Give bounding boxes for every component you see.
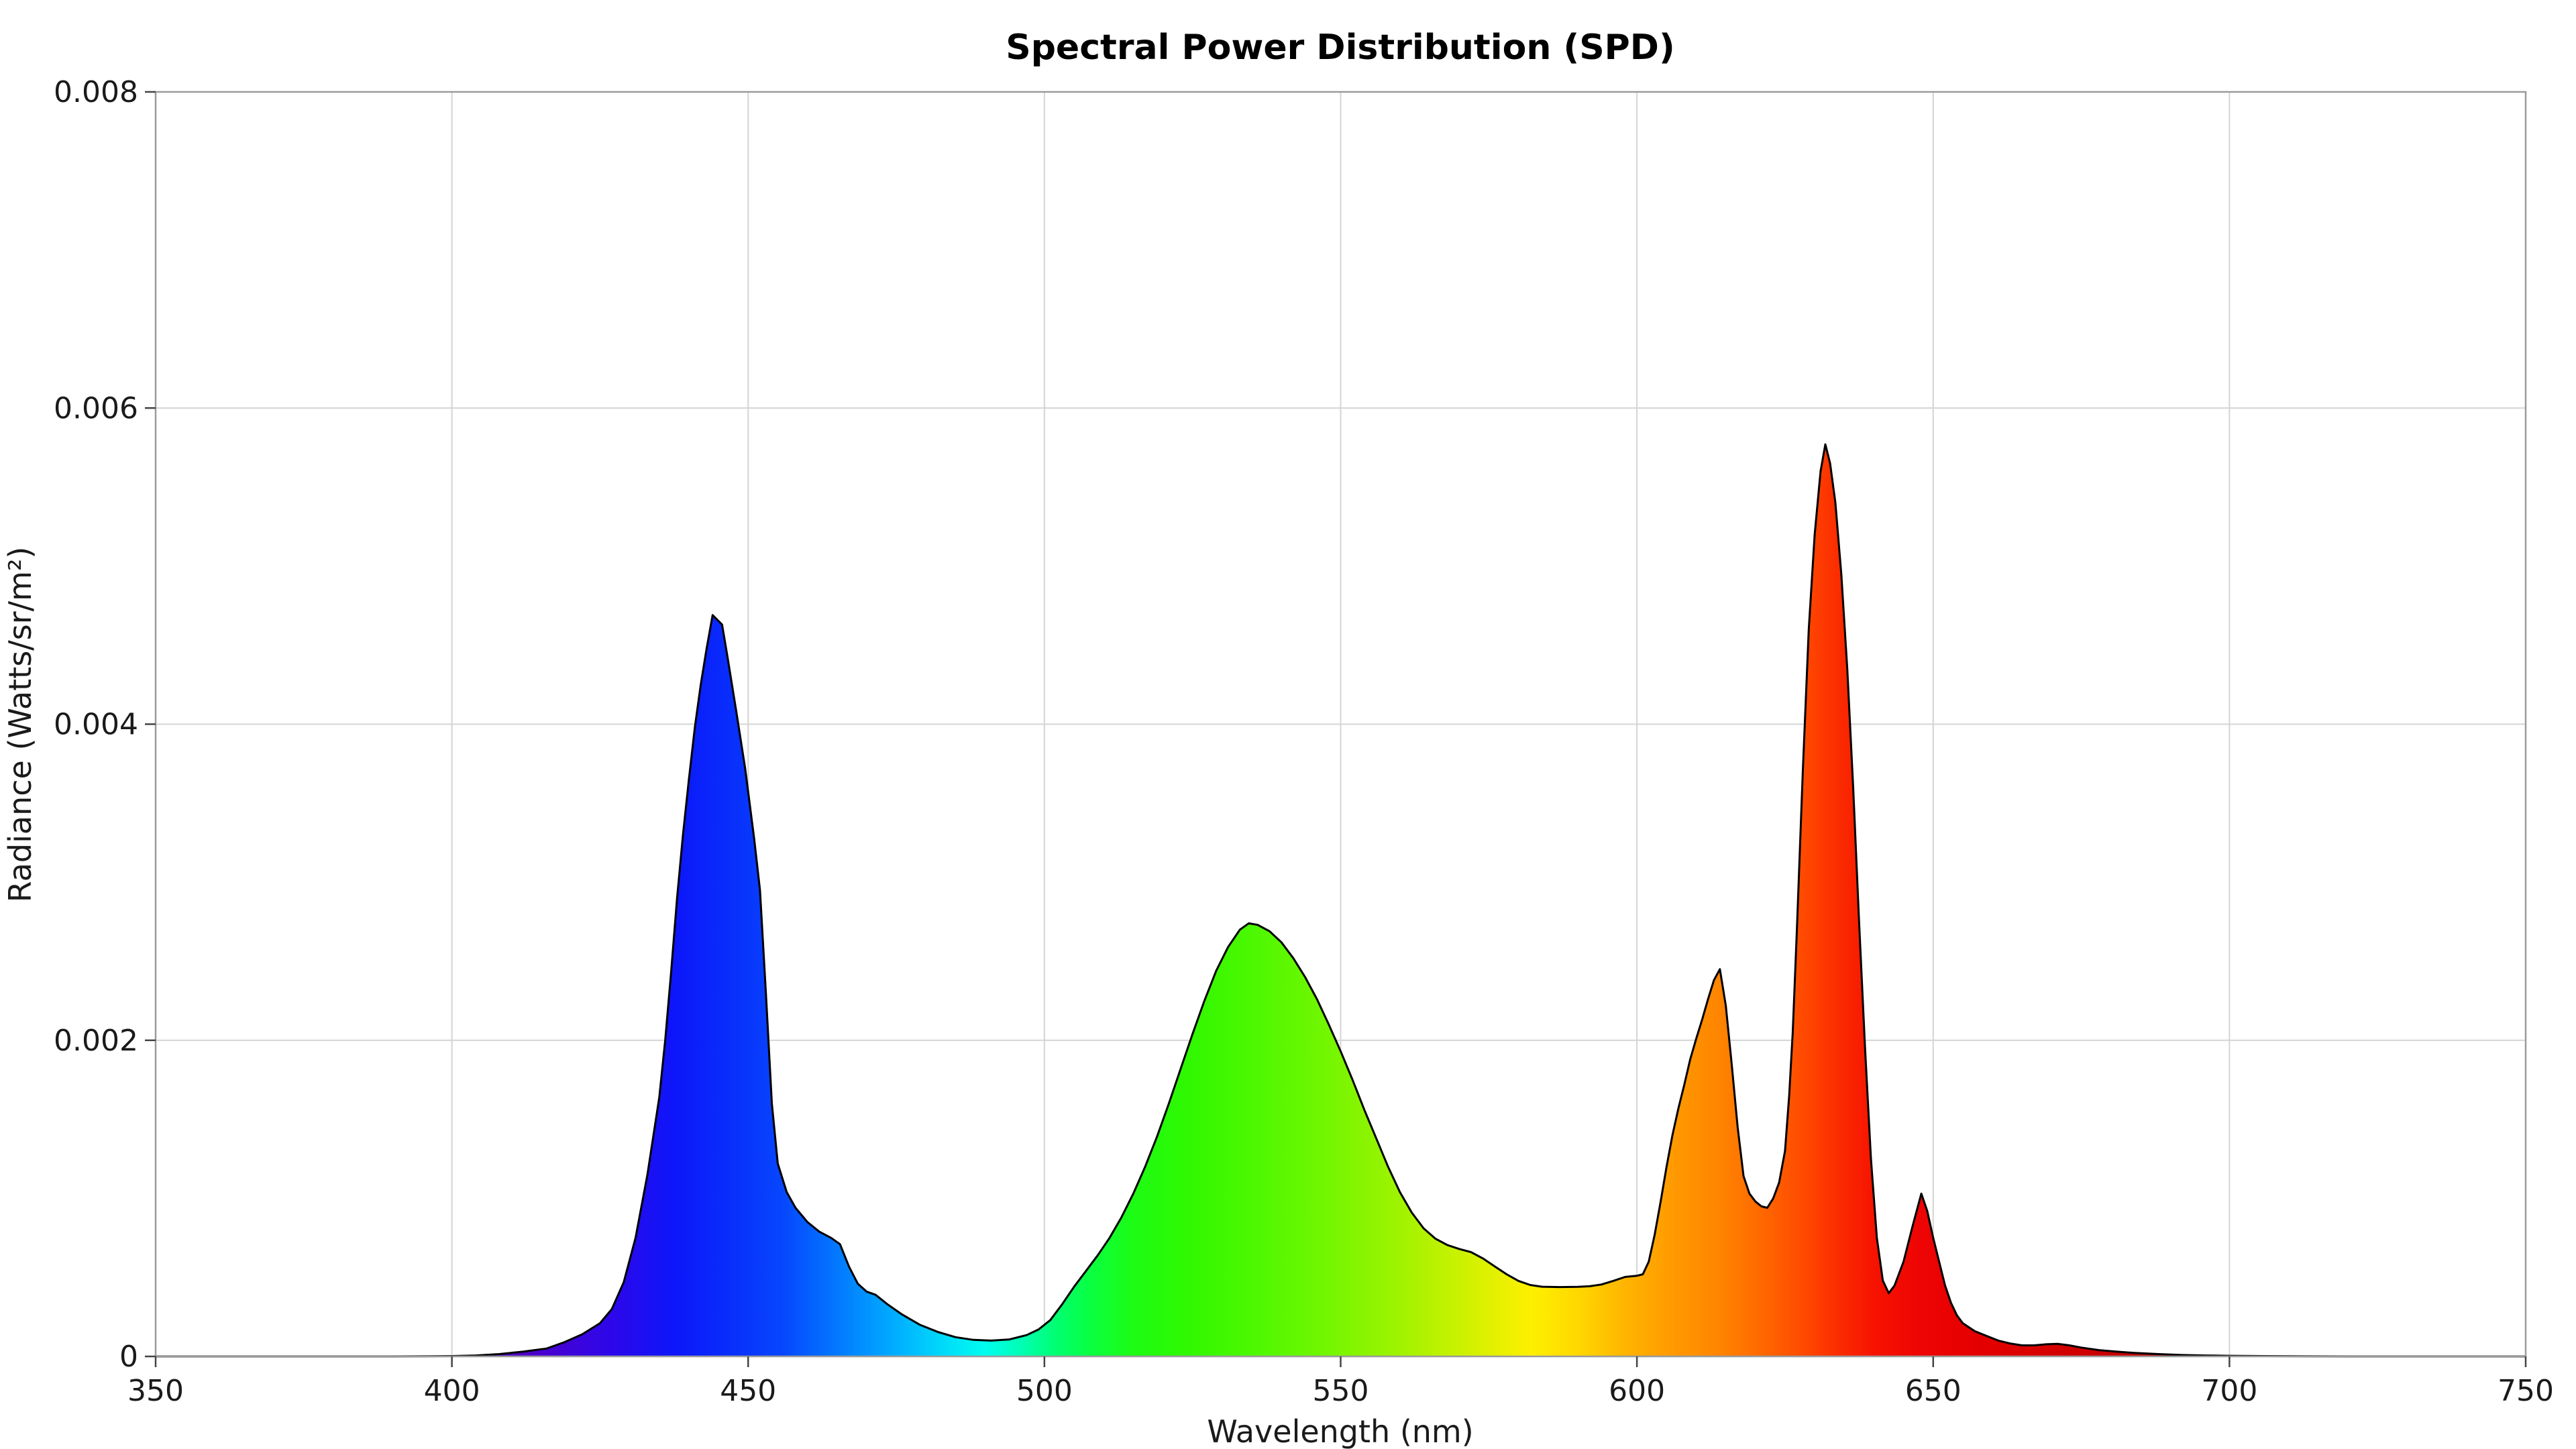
x-tick-label: 550	[1313, 1374, 1369, 1408]
x-tick-label: 600	[1609, 1374, 1665, 1408]
y-tick-label: 0.002	[54, 1024, 138, 1058]
y-tick-label: 0.004	[54, 708, 138, 742]
spd-curve	[156, 443, 2526, 1358]
x-tick-label: 400	[424, 1374, 480, 1408]
y-tick-label: 0.008	[54, 75, 138, 109]
x-tick-label: 650	[1905, 1374, 1962, 1408]
x-tick-label: 750	[2498, 1374, 2554, 1408]
x-tick-label: 500	[1016, 1374, 1073, 1408]
y-tick-label: 0.006	[54, 391, 138, 425]
x-tick-labels: 350 400 450 500 550 600 650 700 750	[127, 1374, 2554, 1408]
x-tick-label: 450	[720, 1374, 776, 1408]
axis-ticks	[145, 91, 2527, 1367]
y-axis-label: Radiance (Watts/sr/m²)	[2, 547, 38, 902]
gridlines	[156, 92, 2526, 1356]
x-tick-label: 700	[2201, 1374, 2257, 1408]
y-tick-labels: 0 0.002 0.004 0.006 0.008	[54, 75, 138, 1374]
x-axis-label: Wavelength (nm)	[1207, 1413, 1473, 1449]
y-tick-label: 0	[119, 1340, 138, 1374]
chart-title: Spectral Power Distribution (SPD)	[1006, 28, 1674, 68]
x-tick-label: 350	[127, 1374, 184, 1408]
